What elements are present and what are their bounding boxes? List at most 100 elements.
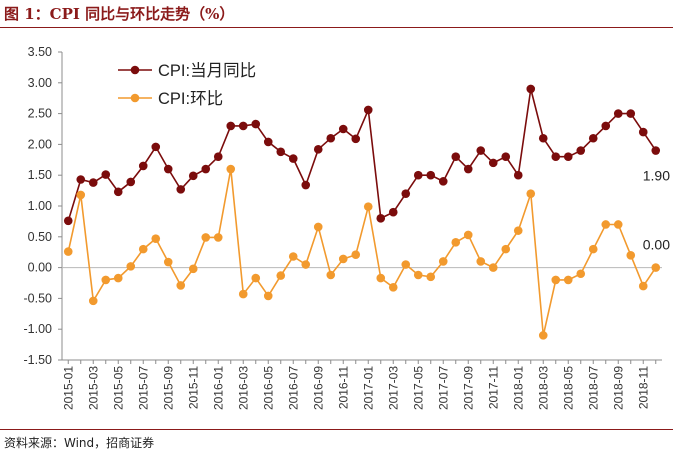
series-2-point [201,233,211,242]
series-1-point [313,145,323,154]
x-tick-label: 2016-03 [236,366,250,410]
series-1-point [113,187,123,197]
y-tick-label: 0.50 [28,230,52,244]
x-tick-label: 2017-03 [386,366,400,410]
series-2-point [476,257,486,266]
series-1-point [426,170,436,180]
x-tick-label: 2018-07 [586,366,600,410]
series-2-point [338,254,348,264]
legend: CPI:当月同比 CPI:环比 [118,61,256,108]
series-2-point [551,275,561,285]
series-2-point [363,202,373,211]
series-1-point [276,147,286,157]
x-tick-labels: 2015-01 2015-03 2015-05 2015-07 2015-09 2015-… [61,360,657,410]
x-tick-label: 2017-05 [411,366,425,410]
series-1-point [476,146,486,155]
series-1-point [651,146,661,155]
x-tick-label: 2017-09 [461,366,475,410]
series-1-point [388,207,398,217]
series-2-point [388,283,398,292]
series-2-point [413,270,423,280]
y-tick-label: 3.00 [28,76,52,90]
x-tick-label: 2016-09 [311,366,325,410]
series-2-point [638,281,648,291]
y-tick-label: 3.50 [28,45,52,59]
series-1-point [338,124,348,134]
series-1-point [63,216,73,226]
series-2-point [526,189,536,198]
series-2-point [463,230,473,240]
series-2-point [188,264,198,274]
x-tick-label: 2016-01 [211,366,225,410]
series-2-point [501,244,511,254]
x-tick-label: 2016-11 [336,366,350,409]
series-2-point [113,273,123,283]
series-2-point [101,275,111,285]
x-tick-label: 2016-05 [261,366,275,410]
series-1-point [401,189,411,198]
series-1-point [438,177,448,186]
series-2-point [76,190,86,200]
series-2-point [251,273,261,283]
series-2-point [226,164,236,174]
series-1-point [238,121,248,131]
series-1-point [463,164,473,174]
legend-label-2: CPI:环比 [158,89,223,108]
series-2-point [126,262,136,271]
series-1-point [226,121,236,131]
series-1-point [563,152,573,162]
series-1-point [213,152,223,162]
series-2-point [326,270,336,280]
series-2 [63,164,661,340]
series-2-point [538,331,548,340]
y-tick-label: 2.00 [28,137,52,151]
y-tick-labels: 3.50 3.00 2.50 2.00 1.50 1.00 0.50 0.00 -0.50 -1.… [24,45,62,367]
x-tick-label: 2018-11 [636,366,650,409]
series-2-point [263,291,273,301]
series-1-point [88,178,98,187]
title-rule [0,27,673,28]
series-1-point [526,84,536,94]
series-1-point [588,133,598,143]
series-1-point [176,185,186,194]
series-1-point [163,164,173,174]
end-label-2: 0.00 [643,237,670,253]
series-1-point [488,158,498,168]
series-1-point [551,152,561,162]
series-2-point [601,220,611,229]
x-tick-label: 2018-03 [536,366,550,410]
series-1-point [363,105,373,115]
series-1-point [413,170,423,180]
series-1-point [201,164,211,174]
series-2-point [213,233,223,242]
series-2-point [376,273,386,283]
x-tick-label: 2018-05 [561,366,575,410]
legend-marker-1 [130,65,140,75]
cpi-line-chart: 3.50 3.00 2.50 2.00 1.50 1.00 0.50 0.00 -0.50 -1.… [24,45,671,410]
x-tick-label: 2017-01 [361,366,375,410]
series-2-point [651,263,661,272]
series-1-point [513,170,523,180]
series-2-point [451,238,461,247]
y-tick-label: -1.50 [24,353,53,367]
series-1-point [251,119,261,129]
series-2-point [426,272,436,282]
series-2-point [288,252,298,261]
x-tick-label: 2015-11 [186,366,200,409]
series-2-point [63,247,73,256]
x-tick-label: 2015-03 [86,366,100,410]
y-tick-label: 0.00 [28,261,52,275]
series-2-point [313,222,323,232]
y-tick-label: 1.00 [28,199,52,213]
series-2-point [276,271,286,280]
series-2-point [138,244,148,254]
series-2-point [488,263,498,272]
x-tick-label: 2015-05 [111,366,125,410]
series-2-point [563,275,573,285]
x-tick-label: 2015-01 [61,366,75,410]
series-1 [63,84,661,226]
series-2-point [513,226,523,235]
series-2-point [613,220,623,229]
x-tick-label: 2016-07 [286,366,300,410]
series-2-point [238,289,248,299]
